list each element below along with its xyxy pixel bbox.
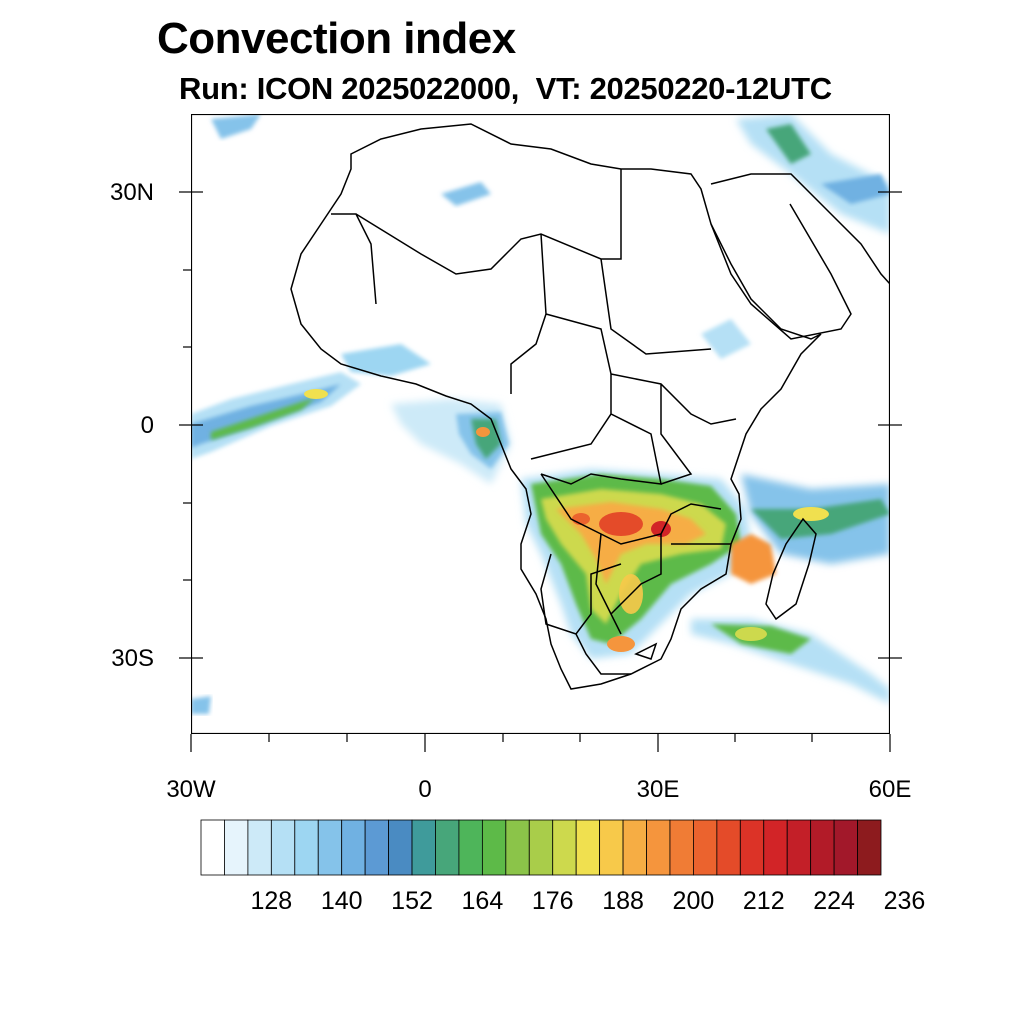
colorbar-label: 128 — [250, 887, 293, 915]
colorbar-swatch — [552, 819, 577, 876]
colorbar-swatch — [763, 819, 788, 876]
colorbar-swatch — [458, 819, 483, 876]
colorbar-swatch — [528, 819, 554, 876]
inner-ticks — [191, 191, 890, 659]
y-tick-label-30s: 30S — [111, 645, 154, 672]
colorbar-swatch — [247, 819, 272, 876]
colorbar-swatch — [200, 819, 225, 876]
colorbar-label: 164 — [461, 887, 504, 915]
colorbar-swatch — [435, 819, 460, 876]
x-tick-label-30e: 30E — [636, 776, 680, 803]
map-title: Convection index — [157, 14, 516, 63]
colorbar-swatch — [294, 819, 319, 876]
convection-field — [191, 114, 890, 714]
colorbar-label: 140 — [320, 887, 363, 915]
colorbar-label: 176 — [531, 887, 574, 915]
colorbar-swatch — [599, 819, 624, 876]
map-panel[interactable] — [191, 114, 890, 734]
colorbar-label: 212 — [742, 887, 785, 915]
colorbar-swatch — [364, 819, 389, 876]
colorbar-swatch — [575, 819, 601, 876]
x-tick-label-0: 0 — [418, 776, 432, 803]
map-border — [191, 114, 890, 734]
coastlines — [290, 123, 890, 690]
map-subtitle: Run: ICON 2025022000, VT: 20250220-12UTC — [179, 71, 832, 106]
colorbar-swatch — [481, 819, 507, 876]
colorbar-swatch — [716, 819, 741, 876]
colorbar-swatch — [341, 819, 366, 876]
colorbar-swatch — [388, 819, 413, 876]
map-canvas — [191, 114, 890, 734]
colorbar-label: 224 — [813, 887, 855, 915]
colorbar-swatch — [693, 819, 718, 876]
colorbar-swatch — [810, 819, 835, 876]
y-tick-label-30n: 30N — [109, 179, 154, 206]
colorbar-swatch — [270, 819, 296, 876]
colorbar-swatch — [411, 819, 436, 876]
colorbar-swatch — [646, 819, 671, 876]
colorbar-swatch — [739, 819, 765, 876]
colorbar-label: 200 — [672, 887, 715, 915]
colorbar — [200, 819, 882, 876]
colorbar-swatch — [505, 819, 530, 876]
colorbar-label: 236 — [883, 887, 926, 915]
x-tick-label-60e: 60E — [868, 776, 912, 803]
colorbar-swatch — [622, 819, 647, 876]
x-tick-label-30w: 30W — [166, 776, 216, 803]
colorbar-swatch — [786, 819, 812, 876]
colorbar-swatch — [857, 819, 882, 876]
colorbar-swatch — [833, 819, 858, 876]
colorbar-swatch — [669, 819, 694, 876]
colorbar-swatch — [224, 819, 249, 876]
y-tick-label-0: 0 — [140, 412, 154, 439]
colorbar-swatch — [317, 819, 343, 876]
colorbar-label: 188 — [602, 887, 644, 915]
colorbar-label: 152 — [391, 887, 433, 915]
